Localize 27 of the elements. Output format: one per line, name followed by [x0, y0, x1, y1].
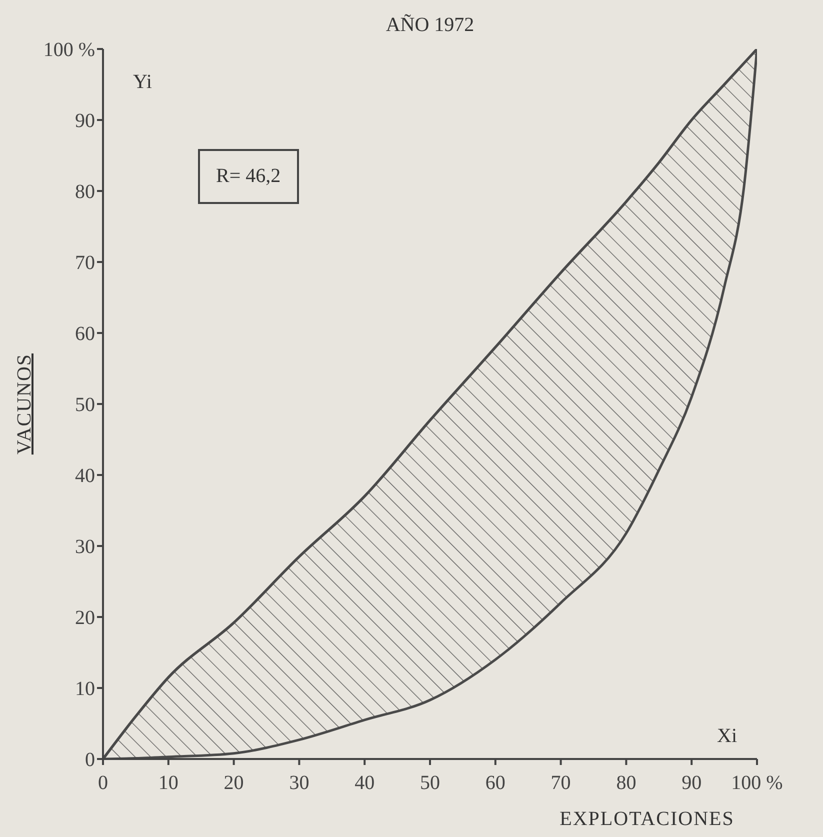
x-tick-label: 40 — [354, 772, 375, 794]
y-tick-label: 90 — [75, 110, 95, 132]
y-tick-label: 20 — [75, 607, 95, 630]
x-tick-label: 30 — [289, 772, 310, 794]
y-tick-label: 10 — [75, 678, 95, 700]
y-tick-label: 80 — [75, 181, 95, 204]
x-tick-label: 100 % — [731, 772, 783, 794]
x-tick-label: 80 — [616, 772, 636, 794]
y-tick-label: 40 — [75, 465, 95, 488]
annotation: Yi — [133, 71, 152, 94]
x-tick-label: 20 — [224, 772, 244, 794]
y-tick-label: 60 — [75, 323, 95, 346]
x-axis-title: EXPLOTACIONES — [558, 808, 736, 831]
y-tick-label: 0 — [85, 749, 95, 772]
y-tick-label: 30 — [75, 536, 95, 558]
x-tick-label: 10 — [158, 772, 178, 794]
annotation: Xi — [717, 725, 737, 748]
y-tick-label: 50 — [75, 394, 95, 416]
x-tick-label: 70 — [550, 772, 571, 794]
x-tick-label: 50 — [420, 772, 440, 794]
x-tick-label: 60 — [485, 772, 506, 794]
x-tick-label: 90 — [682, 772, 702, 794]
chart-title: AÑO 1972 — [384, 14, 476, 37]
y-axis-title: VACUNOS — [14, 353, 36, 455]
y-tick-label: 100 % — [43, 39, 95, 62]
y-tick-label: 70 — [75, 252, 95, 274]
annotation: R= 46,2 — [198, 149, 299, 204]
